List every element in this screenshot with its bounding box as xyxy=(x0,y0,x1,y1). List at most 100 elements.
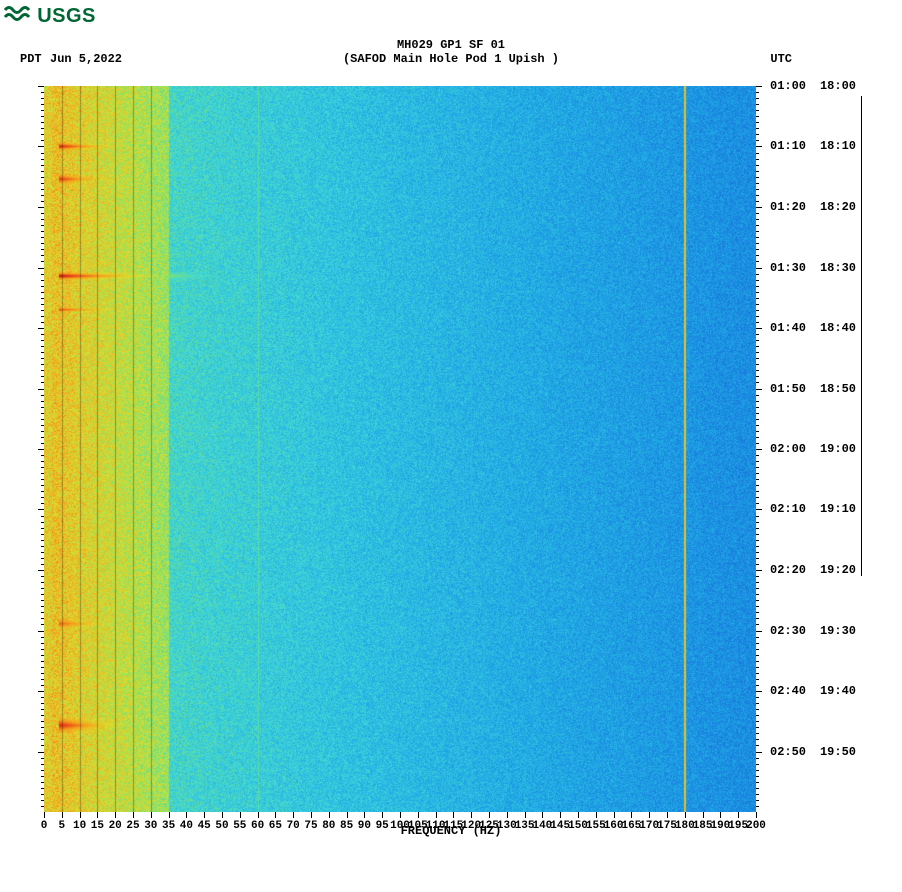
y-right-minor-tick xyxy=(756,352,759,353)
y-right-tick-mark xyxy=(756,752,762,753)
y-right-minor-tick xyxy=(756,395,759,396)
y-left-tick-mark xyxy=(38,449,44,450)
x-tick-mark xyxy=(258,812,259,818)
y-left-tick-mark xyxy=(38,570,44,571)
y-right-minor-tick xyxy=(756,558,759,559)
x-tick-mark xyxy=(614,812,615,818)
y-right-minor-tick xyxy=(756,582,759,583)
y-left-tick-label: 18:40 xyxy=(820,321,856,335)
y-right-tick-label: 01:00 xyxy=(770,79,806,93)
y-right-minor-tick xyxy=(756,304,759,305)
y-left-minor-tick xyxy=(41,528,44,529)
y-right-minor-tick xyxy=(756,274,759,275)
y-right-minor-tick xyxy=(756,401,759,402)
y-right-minor-tick xyxy=(756,165,759,166)
usgs-logo: USGS xyxy=(4,4,96,28)
y-left-minor-tick xyxy=(41,134,44,135)
x-tick-mark xyxy=(293,812,294,818)
y-right-minor-tick xyxy=(756,721,759,722)
chart-title-2: (SAFOD Main Hole Pod 1 Upish ) xyxy=(343,52,559,66)
y-right-minor-tick xyxy=(756,382,759,383)
y-left-minor-tick xyxy=(41,673,44,674)
y-right-minor-tick xyxy=(756,727,759,728)
y-left-minor-tick xyxy=(41,382,44,383)
y-left-minor-tick xyxy=(41,92,44,93)
y-left-minor-tick xyxy=(41,376,44,377)
y-right-minor-tick xyxy=(756,782,759,783)
y-right-tick-mark xyxy=(756,449,762,450)
x-tick-mark xyxy=(596,812,597,818)
y-right-minor-tick xyxy=(756,679,759,680)
y-right-tick-label: 02:30 xyxy=(770,624,806,638)
y-right-minor-tick xyxy=(756,183,759,184)
y-left-tick-label: 19:00 xyxy=(820,442,856,456)
y-left-minor-tick xyxy=(41,425,44,426)
x-tick-label: 50 xyxy=(215,820,228,832)
y-right-minor-tick xyxy=(756,709,759,710)
x-tick-mark xyxy=(169,812,170,818)
y-right-minor-tick xyxy=(756,497,759,498)
y-right-minor-tick xyxy=(756,249,759,250)
y-left-minor-tick xyxy=(41,122,44,123)
y-left-minor-tick xyxy=(41,703,44,704)
y-right-minor-tick xyxy=(756,697,759,698)
y-left-minor-tick xyxy=(41,588,44,589)
y-right-minor-tick xyxy=(756,322,759,323)
y-right-minor-tick xyxy=(756,576,759,577)
y-right-minor-tick xyxy=(756,213,759,214)
y-left-minor-tick xyxy=(41,280,44,281)
y-right-tick-mark xyxy=(756,328,762,329)
y-left-minor-tick xyxy=(41,534,44,535)
y-left-minor-tick xyxy=(41,709,44,710)
x-tick-mark xyxy=(115,812,116,818)
y-right-tick-mark xyxy=(756,146,762,147)
y-left-minor-tick xyxy=(41,401,44,402)
x-tick-label: 200 xyxy=(746,820,766,832)
x-tick-label: 95 xyxy=(376,820,389,832)
y-right-minor-tick xyxy=(756,528,759,529)
y-left-minor-tick xyxy=(41,189,44,190)
y-left-tick-label: 18:00 xyxy=(820,79,856,93)
x-tick-mark xyxy=(756,812,757,818)
y-right-tick-mark xyxy=(756,86,762,87)
x-tick-label: 45 xyxy=(198,820,211,832)
y-left-minor-tick xyxy=(41,340,44,341)
y-right-minor-tick xyxy=(756,128,759,129)
x-tick-mark xyxy=(453,812,454,818)
y-right-minor-tick xyxy=(756,637,759,638)
y-left-minor-tick xyxy=(41,407,44,408)
y-right-minor-tick xyxy=(756,564,759,565)
y-left-minor-tick xyxy=(41,364,44,365)
y-right-minor-tick xyxy=(756,461,759,462)
y-right-minor-tick xyxy=(756,661,759,662)
y-left-minor-tick xyxy=(41,776,44,777)
y-right-tick-mark xyxy=(756,389,762,390)
y-left-minor-tick xyxy=(41,431,44,432)
x-tick-mark xyxy=(275,812,276,818)
y-right-tick-mark xyxy=(756,509,762,510)
y-right-minor-tick xyxy=(756,171,759,172)
y-right-minor-tick xyxy=(756,794,759,795)
y-left-tick-mark xyxy=(38,509,44,510)
x-tick-label: 25 xyxy=(126,820,139,832)
y-left-minor-tick xyxy=(41,159,44,160)
y-right-minor-tick xyxy=(756,606,759,607)
y-left-minor-tick xyxy=(41,461,44,462)
y-left-minor-tick xyxy=(41,201,44,202)
x-tick-mark xyxy=(382,812,383,818)
y-right-minor-tick xyxy=(756,334,759,335)
y-left-minor-tick xyxy=(41,334,44,335)
y-left-minor-tick xyxy=(41,316,44,317)
y-left-tick-label: 19:20 xyxy=(820,563,856,577)
y-left-tick-mark xyxy=(38,268,44,269)
x-tick-mark xyxy=(186,812,187,818)
y-right-tick-label: 02:10 xyxy=(770,502,806,516)
y-right-minor-tick xyxy=(756,159,759,160)
y-left-tick-label: 18:50 xyxy=(820,382,856,396)
y-left-minor-tick xyxy=(41,286,44,287)
y-left-minor-tick xyxy=(41,497,44,498)
y-right-tick-label: 02:00 xyxy=(770,442,806,456)
y-left-minor-tick xyxy=(41,758,44,759)
y-left-tick-label: 18:30 xyxy=(820,261,856,275)
y-left-minor-tick xyxy=(41,310,44,311)
